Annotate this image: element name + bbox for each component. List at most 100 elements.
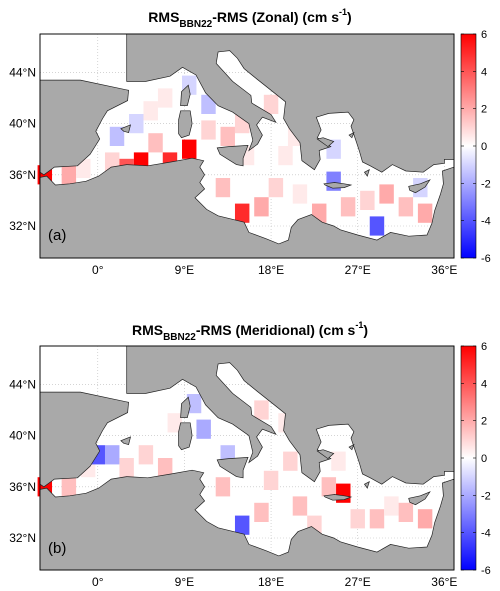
panel-a: RMSBBN22-RMS (Zonal) (cm s-1) (a) 32°N 36…: [9, 7, 491, 277]
panel-a-label: (a): [48, 227, 66, 244]
grid-cell: [340, 197, 356, 217]
grid-cell: [283, 451, 298, 471]
land-polygon: [178, 422, 193, 451]
land-polygon: [408, 491, 431, 506]
map-b: [37, 345, 455, 571]
colorbar-tick-label: 4: [481, 378, 487, 390]
grid-cell: [138, 445, 154, 465]
grid-cell: [104, 445, 120, 465]
grid-cell: [196, 419, 211, 439]
lon-tick-label: 36°E: [431, 575, 457, 589]
land-polygon: [39, 157, 455, 259]
panel-b-label: (b): [48, 540, 66, 557]
grid-cell: [360, 190, 375, 210]
land-polygon: [180, 396, 191, 419]
grid-cell: [350, 509, 365, 529]
grid-cell: [119, 458, 134, 478]
grid-cell: [148, 133, 163, 153]
grid-cell: [182, 139, 197, 159]
grid-cell: [129, 114, 144, 134]
grid-cell: [263, 94, 279, 114]
land-polygon: [39, 346, 129, 488]
grid-cell: [61, 165, 77, 185]
grid-cell: [321, 477, 337, 497]
lon-tick-label: 36°E: [431, 263, 457, 277]
lat-tick-label: 40°N: [9, 117, 36, 131]
land-polygon: [120, 124, 132, 134]
grid-cell: [157, 88, 173, 108]
map-a: [37, 33, 455, 259]
colorbar-b-ticks: 6 4 2 0 -2 -4 -6: [461, 341, 491, 577]
colorbar-tick-label: -4: [481, 528, 491, 540]
grid-cell: [292, 496, 308, 516]
land-polygon: [120, 436, 132, 446]
colorbar-tick-label: 0: [481, 141, 487, 153]
colorbar-tick-label: -6: [481, 253, 491, 265]
colorbar-a: 6 4 2 0 -2 -4 -6: [460, 29, 491, 265]
land-polygon: [363, 169, 370, 177]
lon-tick-label: 0°: [92, 263, 104, 277]
colorbar-tick-label: 2: [481, 416, 487, 428]
colorbar-b: 6 4 2 0 -2 -4 -6: [460, 341, 491, 577]
lon-tick-label: 9°E: [175, 575, 194, 589]
lat-tick-label: 32°N: [9, 531, 36, 545]
colorbar-tick-label: 4: [481, 66, 487, 78]
land-polygon: [323, 182, 353, 189]
lon-tick-label: 18°E: [258, 575, 284, 589]
grid-cell: [254, 400, 269, 420]
grid-cell: [398, 502, 414, 522]
grid-cell: [234, 515, 250, 535]
land-polygon: [408, 179, 431, 194]
lon-tick-label: 18°E: [258, 263, 284, 277]
grid-cell: [254, 502, 269, 522]
grid-cell: [369, 216, 385, 236]
lon-tick-label: 27°E: [345, 575, 371, 589]
colorbar-tick-label: 6: [481, 341, 487, 353]
colorbar-tick-label: 6: [481, 29, 487, 41]
land-polygon: [216, 145, 249, 167]
colorbar-a-ticks: 6 4 2 0 -2 -4 -6: [461, 29, 491, 265]
grid-cell: [234, 203, 250, 223]
grid-cell: [61, 477, 77, 497]
lat-tick-label: 44°N: [9, 65, 36, 79]
grid-cell: [157, 458, 173, 478]
lat-tick-label: 36°N: [9, 480, 36, 494]
map-a-lat-ticks: 32°N 36°N 40°N 44°N: [9, 65, 36, 233]
grid-cell: [215, 477, 231, 497]
land-polygon: [348, 131, 355, 139]
colorbar-tick-label: -6: [481, 565, 491, 577]
grid-cell: [186, 394, 202, 414]
panel-b-title: RMSBBN22-RMS (Meridional) (cm s-1): [132, 320, 368, 343]
grid-cell: [369, 509, 385, 529]
lon-tick-label: 27°E: [345, 263, 371, 277]
grid-cell: [384, 496, 399, 516]
colorbar-tick-label: -2: [481, 490, 491, 502]
grid-cell: [254, 197, 269, 217]
land-polygon: [216, 457, 249, 479]
grid-cell: [215, 178, 231, 198]
grid-cell: [398, 197, 414, 217]
grid-cell: [201, 120, 216, 140]
grid-cell: [278, 146, 293, 166]
grid-cell: [417, 509, 433, 529]
panel-a-title: RMSBBN22-RMS (Zonal) (cm s-1): [148, 7, 351, 30]
map-a-lon-ticks: 0° 9°E 18°E 27°E 36°E: [92, 263, 457, 277]
map-b-land: [39, 345, 455, 571]
grid-cell: [167, 413, 183, 433]
grid-cell: [379, 184, 394, 204]
lat-tick-label: 40°N: [9, 429, 36, 443]
lat-tick-label: 44°N: [9, 377, 36, 391]
land-polygon: [316, 137, 335, 148]
grid-cell: [417, 203, 433, 223]
panel-b: RMSBBN22-RMS (Meridional) (cm s-1) (b) 3…: [9, 320, 491, 589]
land-polygon: [39, 34, 129, 176]
colorbar-tick-label: -4: [481, 216, 491, 228]
land-polygon: [180, 84, 191, 107]
land-polygon: [126, 33, 455, 173]
land-polygon: [178, 110, 193, 139]
map-a-land: [39, 33, 455, 259]
land-polygon: [39, 469, 455, 571]
grid-cell: [220, 126, 235, 146]
map-b-lon-ticks: 0° 9°E 18°E 27°E 36°E: [92, 575, 457, 589]
